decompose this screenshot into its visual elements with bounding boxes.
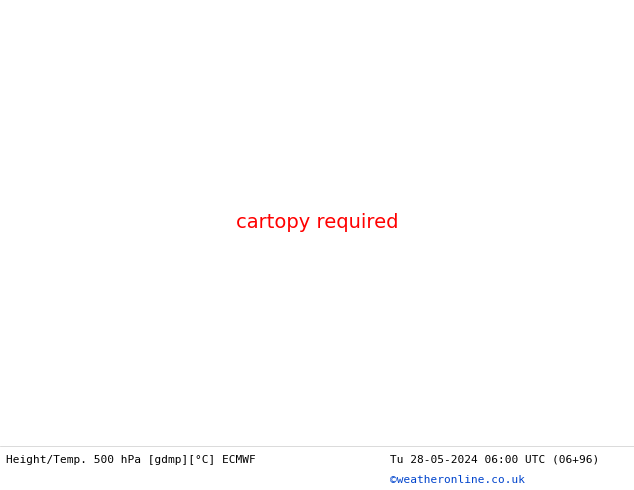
Text: Height/Temp. 500 hPa [gdmp][°C] ECMWF: Height/Temp. 500 hPa [gdmp][°C] ECMWF	[6, 455, 256, 465]
Text: Tu 28-05-2024 06:00 UTC (06+96): Tu 28-05-2024 06:00 UTC (06+96)	[390, 455, 599, 465]
Text: ©weatheronline.co.uk: ©weatheronline.co.uk	[390, 475, 525, 485]
Text: cartopy required: cartopy required	[236, 213, 398, 232]
